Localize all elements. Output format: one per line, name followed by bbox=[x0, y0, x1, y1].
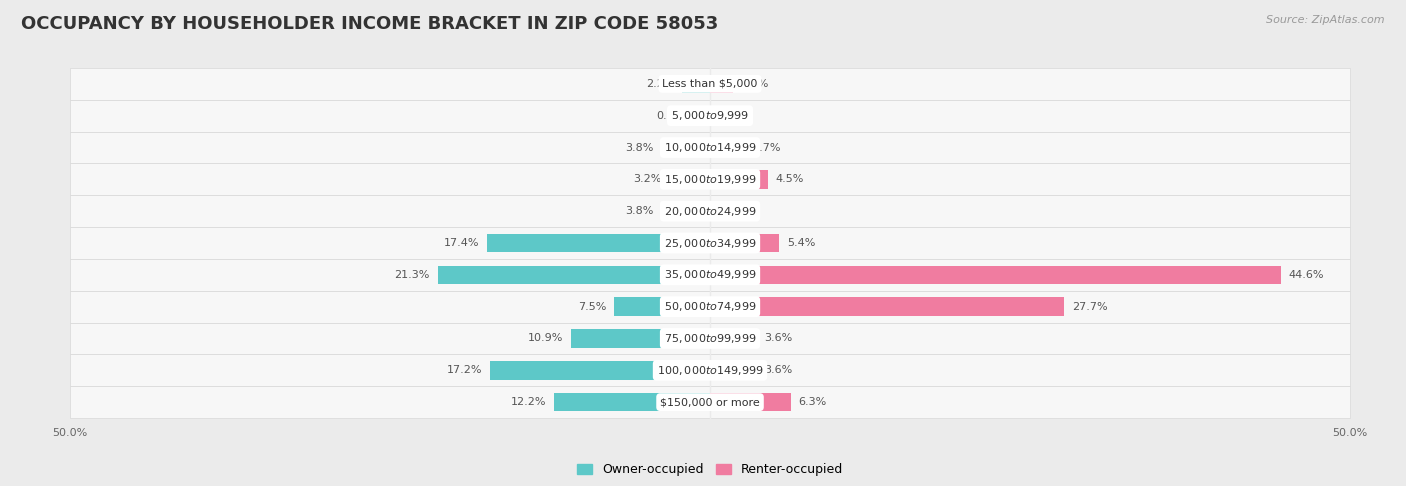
FancyBboxPatch shape bbox=[70, 323, 1350, 354]
Text: 3.6%: 3.6% bbox=[763, 365, 792, 375]
Text: 0.0%: 0.0% bbox=[717, 206, 747, 216]
Text: 17.2%: 17.2% bbox=[447, 365, 482, 375]
Bar bbox=[488, 234, 710, 252]
Bar bbox=[489, 361, 710, 380]
Text: $20,000 to $24,999: $20,000 to $24,999 bbox=[664, 205, 756, 218]
Bar bbox=[437, 265, 710, 284]
Text: $150,000 or more: $150,000 or more bbox=[661, 397, 759, 407]
Text: 2.2%: 2.2% bbox=[645, 79, 675, 89]
Bar bbox=[661, 139, 710, 157]
Bar bbox=[571, 329, 710, 347]
Text: 0.79%: 0.79% bbox=[657, 111, 692, 121]
FancyBboxPatch shape bbox=[70, 259, 1350, 291]
Text: 27.7%: 27.7% bbox=[1073, 302, 1108, 312]
Text: 0.0%: 0.0% bbox=[717, 111, 747, 121]
Bar bbox=[710, 75, 733, 93]
Bar bbox=[554, 393, 710, 411]
Text: 1.8%: 1.8% bbox=[741, 79, 769, 89]
FancyBboxPatch shape bbox=[70, 195, 1350, 227]
Bar bbox=[710, 393, 790, 411]
Bar bbox=[700, 106, 710, 125]
Text: $35,000 to $49,999: $35,000 to $49,999 bbox=[664, 268, 756, 281]
Legend: Owner-occupied, Renter-occupied: Owner-occupied, Renter-occupied bbox=[572, 458, 848, 481]
Text: 3.8%: 3.8% bbox=[626, 142, 654, 153]
FancyBboxPatch shape bbox=[70, 227, 1350, 259]
Text: 4.5%: 4.5% bbox=[775, 174, 804, 184]
Bar bbox=[710, 297, 1064, 316]
FancyBboxPatch shape bbox=[70, 386, 1350, 418]
FancyBboxPatch shape bbox=[70, 68, 1350, 100]
Bar bbox=[710, 234, 779, 252]
Bar bbox=[669, 170, 710, 189]
Text: OCCUPANCY BY HOUSEHOLDER INCOME BRACKET IN ZIP CODE 58053: OCCUPANCY BY HOUSEHOLDER INCOME BRACKET … bbox=[21, 15, 718, 33]
Bar bbox=[710, 139, 745, 157]
Text: $100,000 to $149,999: $100,000 to $149,999 bbox=[657, 364, 763, 377]
Bar bbox=[614, 297, 710, 316]
FancyBboxPatch shape bbox=[70, 291, 1350, 323]
Bar bbox=[661, 202, 710, 221]
Text: 21.3%: 21.3% bbox=[395, 270, 430, 280]
Text: Source: ZipAtlas.com: Source: ZipAtlas.com bbox=[1267, 15, 1385, 25]
Text: $75,000 to $99,999: $75,000 to $99,999 bbox=[664, 332, 756, 345]
Text: 2.7%: 2.7% bbox=[752, 142, 780, 153]
Bar bbox=[710, 265, 1281, 284]
FancyBboxPatch shape bbox=[70, 354, 1350, 386]
Text: 10.9%: 10.9% bbox=[527, 333, 562, 344]
FancyBboxPatch shape bbox=[70, 163, 1350, 195]
FancyBboxPatch shape bbox=[70, 132, 1350, 163]
Text: $50,000 to $74,999: $50,000 to $74,999 bbox=[664, 300, 756, 313]
Bar bbox=[710, 361, 756, 380]
Text: 12.2%: 12.2% bbox=[510, 397, 547, 407]
Text: 17.4%: 17.4% bbox=[444, 238, 479, 248]
Text: Less than $5,000: Less than $5,000 bbox=[662, 79, 758, 89]
Text: 7.5%: 7.5% bbox=[578, 302, 606, 312]
Bar bbox=[710, 170, 768, 189]
Bar bbox=[710, 329, 756, 347]
Text: 3.2%: 3.2% bbox=[633, 174, 661, 184]
Text: 6.3%: 6.3% bbox=[799, 397, 827, 407]
Text: $15,000 to $19,999: $15,000 to $19,999 bbox=[664, 173, 756, 186]
Text: 5.4%: 5.4% bbox=[787, 238, 815, 248]
Text: $10,000 to $14,999: $10,000 to $14,999 bbox=[664, 141, 756, 154]
Bar bbox=[682, 75, 710, 93]
Text: 3.8%: 3.8% bbox=[626, 206, 654, 216]
Text: $25,000 to $34,999: $25,000 to $34,999 bbox=[664, 237, 756, 249]
Text: 3.6%: 3.6% bbox=[763, 333, 792, 344]
Text: 44.6%: 44.6% bbox=[1288, 270, 1324, 280]
Text: $5,000 to $9,999: $5,000 to $9,999 bbox=[671, 109, 749, 122]
FancyBboxPatch shape bbox=[70, 100, 1350, 132]
